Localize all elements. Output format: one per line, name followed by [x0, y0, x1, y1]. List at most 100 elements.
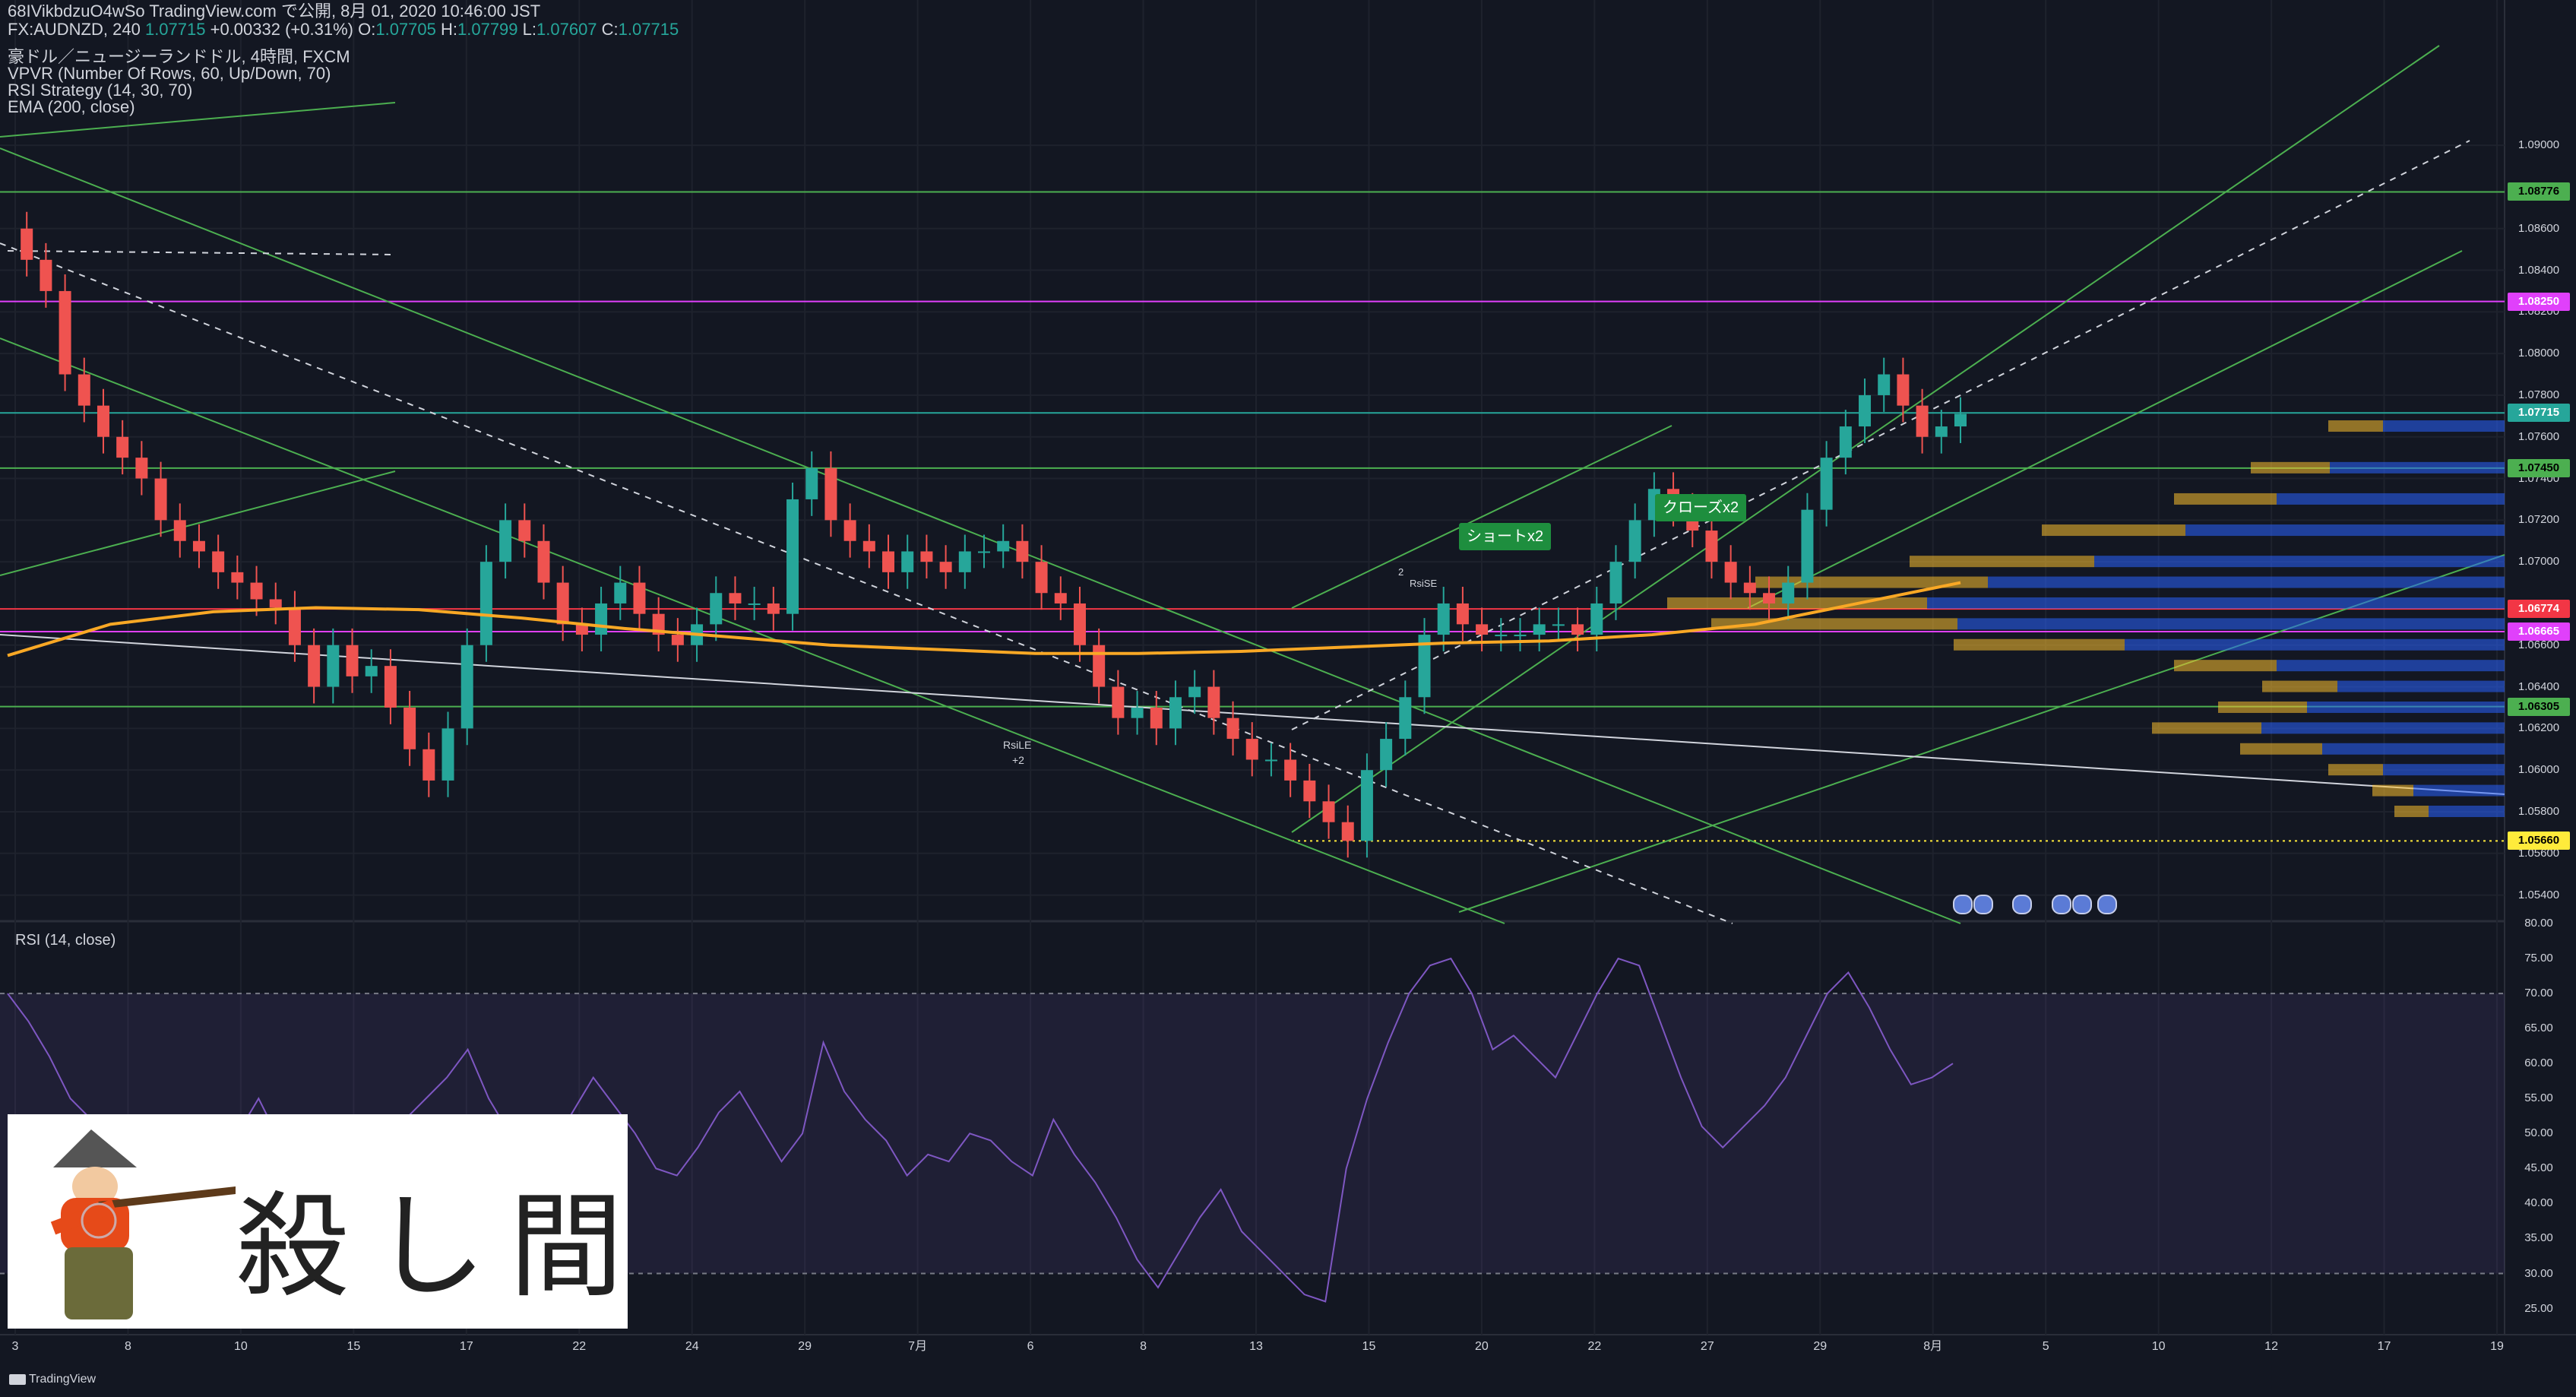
volume-profile-bar [2372, 784, 2413, 797]
price-tick-label: 1.06400 [2517, 679, 2560, 693]
volume-profile-bar [2262, 680, 2337, 692]
low-value: 1.07607 [536, 20, 597, 39]
candle-body [729, 593, 742, 603]
volume-profile-bar [2261, 722, 2505, 734]
rsile-label: RsiLE [1003, 739, 1032, 751]
candle-body [346, 645, 359, 676]
event-icon[interactable] [1973, 895, 1993, 914]
date-tick-label: 20 [1475, 1340, 1489, 1353]
ema-legend[interactable]: EMA (200, close) [8, 97, 135, 116]
rsi-tick-label: 45.00 [2524, 1161, 2553, 1175]
rsi-tick-label: 55.00 [2524, 1091, 2553, 1105]
candle-body [59, 290, 71, 375]
vpvr-legend[interactable]: VPVR (Number Of Rows, 60, Up/Down, 70) [8, 64, 331, 83]
candle-body [97, 405, 109, 437]
volume-profile-bar [2277, 493, 2505, 505]
event-icon[interactable] [2097, 895, 2117, 914]
candle-body [1514, 635, 1527, 637]
date-tick-label: 5 [2042, 1340, 2049, 1353]
price-tick-label: 1.05800 [2517, 804, 2560, 818]
rsile-qty: +2 [1012, 754, 1024, 766]
candle-body [1897, 374, 1910, 406]
candle-body [422, 749, 435, 781]
candle-body [116, 436, 129, 458]
event-icon[interactable] [1953, 895, 1973, 914]
volume-profile-bar [2185, 524, 2505, 537]
candle-body [154, 478, 167, 521]
candle-body [1628, 520, 1641, 562]
rsi-tick-label: 65.00 [2524, 1022, 2553, 1035]
volume-profile-bar [2251, 461, 2330, 474]
candle-body [365, 666, 378, 676]
date-tick-label: 8 [125, 1340, 131, 1353]
symbol-text[interactable]: FX:AUDNZD, 240 [8, 20, 141, 39]
candle-body [135, 458, 148, 479]
logo-text: 殺し間 [236, 1181, 647, 1313]
event-markers[interactable] [2052, 895, 2093, 917]
date-tick-label: 13 [1249, 1340, 1263, 1353]
date-tick-label: 3 [11, 1340, 19, 1353]
trend-line [0, 634, 2505, 795]
candle-body [1552, 624, 1565, 626]
price-tag: 1.06305 [2508, 697, 2570, 716]
tradingview-brand[interactable]: TradingView [9, 1371, 96, 1388]
price-tag: 1.08250 [2508, 292, 2570, 311]
price-tag: 1.06774 [2508, 600, 2570, 619]
tradingview-text: TradingView [29, 1373, 97, 1386]
candle-body [958, 551, 971, 572]
candle-body [824, 467, 837, 521]
candle-body [1264, 759, 1277, 762]
series-title[interactable]: 豪ドル／ニュージーランドドル, 4時間, FXCM [8, 47, 350, 66]
candle-body [269, 599, 282, 608]
candle-body [1801, 509, 1814, 583]
event-icon[interactable] [2012, 895, 2032, 914]
candle-body [173, 520, 186, 541]
price-tick-label: 1.05400 [2517, 888, 2560, 901]
rsi-tick-label: 30.00 [2524, 1266, 2553, 1280]
candle-body [767, 603, 780, 614]
rsi-pane-title[interactable]: RSI (14, close) [15, 932, 116, 949]
volume-profile-bar [2042, 524, 2185, 537]
candle-body [1533, 624, 1546, 635]
volume-profile-bar [2174, 493, 2277, 505]
rsise-label: RsiSE [1410, 578, 1438, 589]
event-markers[interactable] [2097, 895, 2118, 917]
volume-profile-bar [2383, 764, 2505, 776]
candle-body [862, 540, 875, 552]
event-icon[interactable] [2072, 895, 2092, 914]
candle-body [308, 645, 321, 687]
price-tick-label: 1.06200 [2517, 721, 2560, 735]
volume-profile-bar [2240, 743, 2322, 755]
candle-body [1188, 686, 1201, 698]
date-tick-label: 12 [2264, 1340, 2278, 1353]
candle-body [1303, 780, 1316, 802]
volume-profile-bar [2277, 660, 2505, 672]
short-annotation: ショートx2 [1459, 523, 1552, 550]
price-tick-label: 1.08000 [2517, 347, 2560, 360]
candle-body [1954, 413, 1967, 427]
candle-body [212, 551, 225, 572]
event-markers[interactable] [2012, 895, 2033, 917]
candle-body [1782, 582, 1795, 603]
trend-line [7, 250, 396, 255]
volume-profile-bar [2328, 420, 2383, 432]
volume-profile-bar [1957, 618, 2505, 630]
price-tick-label: 1.06000 [2517, 763, 2560, 777]
volume-profile-bar [2429, 805, 2505, 817]
event-markers[interactable] [1953, 895, 1994, 917]
candle-body [1590, 603, 1603, 635]
volume-profile-bar [2152, 722, 2261, 734]
ema-200-line [7, 581, 1961, 657]
candle-body [1878, 374, 1891, 395]
date-tick-label: 8 [1140, 1340, 1147, 1353]
event-icon[interactable] [2052, 895, 2071, 914]
candle-body [1112, 686, 1125, 718]
candle-body [595, 603, 608, 635]
rsi-strategy-legend[interactable]: RSI Strategy (14, 30, 70) [8, 81, 193, 100]
volume-profile-bar [2322, 743, 2505, 755]
candle-body [633, 582, 646, 614]
date-tick-label: 27 [1700, 1340, 1714, 1353]
candle-body [843, 520, 856, 541]
price-tick-label: 1.07000 [2517, 555, 2560, 569]
volume-profile-bar [1910, 556, 2094, 568]
